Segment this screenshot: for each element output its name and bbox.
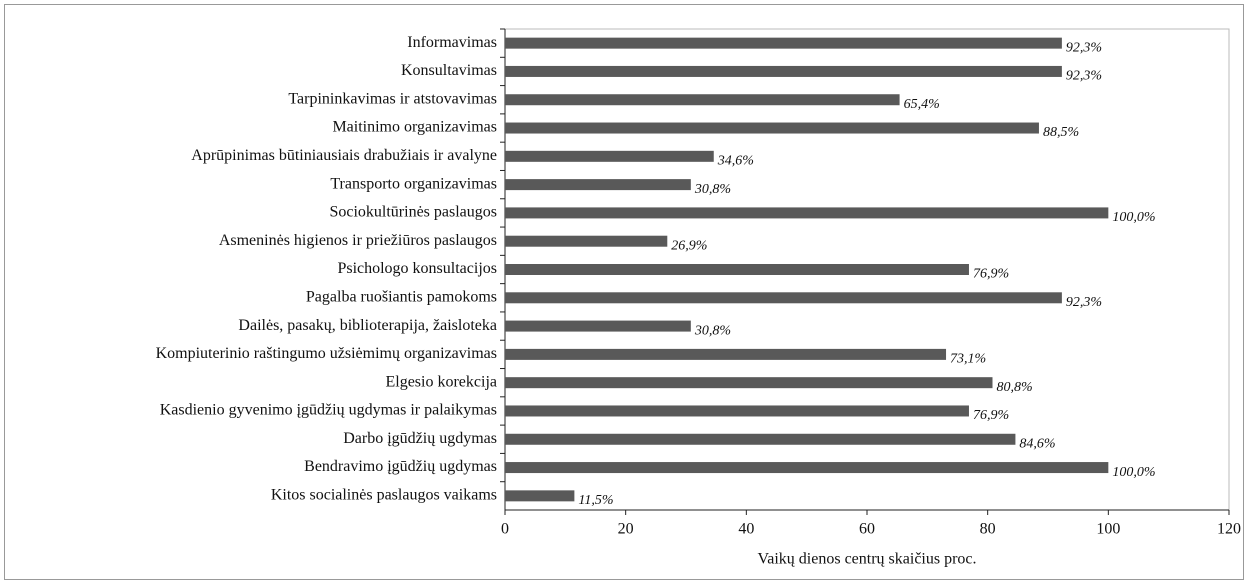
bar <box>505 179 691 191</box>
x-axis-title: Vaikų dienos centrų skaičius proc. <box>757 551 976 568</box>
y-tick-label: Transporto organizavimas <box>330 175 497 192</box>
bar <box>505 264 969 275</box>
y-tick-label: Pagalba ruošiantis pamokoms <box>306 288 497 305</box>
bar <box>505 433 1016 445</box>
x-tick-label: 20 <box>618 521 634 538</box>
value-label: 88,5% <box>1043 125 1079 140</box>
value-label: 73,1% <box>950 352 986 367</box>
frame <box>4 4 1244 580</box>
value-label: 92,3% <box>1066 40 1102 55</box>
y-tick-label: Bendravimo įgūdžių ugdymas <box>304 458 497 475</box>
y-tick-label: Tarpininkavimas ir atstovavimas <box>288 90 497 107</box>
value-label: 80,8% <box>996 380 1032 395</box>
value-label: 100,0% <box>1112 465 1155 480</box>
value-label: 84,6% <box>1019 436 1055 451</box>
y-tick-label: Elgesio korekcija <box>385 373 497 390</box>
y-tick-label: Sociokultūrinės paslaugos <box>329 204 497 221</box>
bar <box>505 377 993 389</box>
y-tick-label: Konsultavimas <box>401 62 497 79</box>
x-tick-label: 60 <box>859 521 875 538</box>
bar <box>505 122 1039 134</box>
bar <box>505 490 575 502</box>
value-label: 34,6% <box>717 154 754 169</box>
value-label: 100,0% <box>1112 210 1155 225</box>
y-tick-label: Kasdienio gyvenimo įgūdžių ugdymas ir pa… <box>160 402 497 419</box>
y-tick-label: Psichologo konsultacijos <box>337 260 497 277</box>
bar <box>505 94 900 106</box>
bar <box>505 150 714 162</box>
x-tick-label: 120 <box>1217 521 1241 538</box>
y-tick-label: Informavimas <box>407 34 497 51</box>
x-tick-label: 80 <box>980 521 996 538</box>
y-tick-label: Kitos socialinės paslaugos vaikams <box>271 487 497 504</box>
bar <box>505 462 1109 474</box>
bar <box>505 320 691 332</box>
value-label: 76,9% <box>973 408 1009 423</box>
bar <box>505 348 947 360</box>
value-label: 11,5% <box>578 493 613 508</box>
bar <box>505 405 969 417</box>
bar <box>505 37 1062 49</box>
y-tick-label: Maitinimo organizavimas <box>332 119 497 136</box>
value-label: 76,9% <box>973 267 1009 282</box>
value-label: 30,8% <box>694 323 731 338</box>
y-tick-label: Kompiuterinio raštingumo užsiėmimų organ… <box>156 345 497 362</box>
y-tick-label: Aprūpinimas būtiniausiais drabužiais ir … <box>191 147 497 164</box>
bar <box>505 292 1062 304</box>
x-tick-label: 0 <box>501 521 509 538</box>
value-label: 92,3% <box>1066 295 1102 310</box>
value-label: 26,9% <box>671 238 707 253</box>
value-label: 30,8% <box>694 182 731 197</box>
bar <box>505 235 668 247</box>
bar <box>505 65 1062 77</box>
x-tick-label: 100 <box>1096 521 1120 538</box>
y-tick-label: Dailės, pasakų, biblioterapija, žaislote… <box>238 317 497 334</box>
bar <box>505 207 1109 219</box>
y-tick-label: Darbo įgūdžių ugdymas <box>343 430 497 447</box>
x-tick-label: 40 <box>738 521 754 538</box>
y-tick-label: Asmeninės higienos ir priežiūros paslaug… <box>219 232 497 249</box>
value-label: 65,4% <box>904 97 940 112</box>
value-label: 92,3% <box>1066 69 1102 84</box>
